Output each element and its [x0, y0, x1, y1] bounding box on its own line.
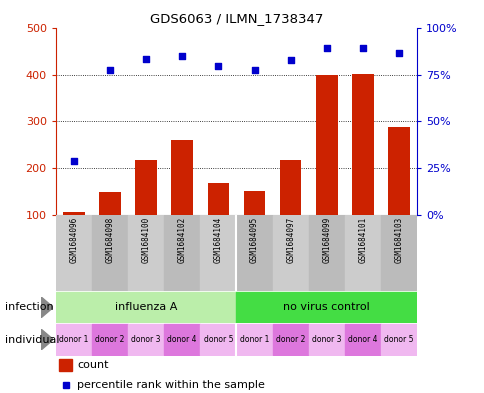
Text: GSM1684098: GSM1684098	[105, 217, 114, 263]
Text: donor 1: donor 1	[239, 335, 269, 344]
Text: donor 2: donor 2	[275, 335, 305, 344]
Bar	[135, 160, 157, 261]
Text: count: count	[77, 360, 109, 370]
Text: donor 5: donor 5	[203, 335, 233, 344]
Point	[394, 50, 402, 56]
Text: donor 3: donor 3	[311, 335, 341, 344]
Bar	[279, 160, 301, 261]
Point	[214, 63, 222, 69]
Bar	[308, 215, 344, 291]
Text: GSM1684096: GSM1684096	[69, 217, 78, 263]
Bar	[164, 215, 200, 291]
Bar	[236, 292, 416, 323]
Text: GSM1684097: GSM1684097	[286, 217, 295, 263]
Point	[106, 67, 114, 73]
Text: donor 4: donor 4	[167, 335, 197, 344]
Point	[142, 56, 150, 62]
Bar	[128, 324, 164, 355]
Text: donor 2: donor 2	[95, 335, 124, 344]
Text: GSM1684104: GSM1684104	[213, 217, 223, 263]
Point	[322, 44, 330, 51]
Point	[286, 57, 294, 63]
Bar	[164, 324, 200, 355]
Text: donor 3: donor 3	[131, 335, 161, 344]
Polygon shape	[41, 329, 53, 350]
Bar	[236, 324, 272, 355]
Text: donor 4: donor 4	[348, 335, 377, 344]
Bar	[315, 75, 337, 261]
Text: no virus control: no virus control	[283, 302, 369, 312]
Bar	[56, 324, 92, 355]
Bar	[243, 191, 265, 261]
Text: percentile rank within the sample: percentile rank within the sample	[77, 380, 265, 390]
Bar	[236, 215, 272, 291]
Text: individual: individual	[5, 334, 59, 345]
Text: GSM1684100: GSM1684100	[141, 217, 151, 263]
Bar	[99, 192, 121, 261]
Bar	[380, 324, 416, 355]
Bar	[171, 140, 193, 261]
Bar	[387, 127, 409, 261]
Bar	[380, 215, 416, 291]
Text: influenza A: influenza A	[115, 302, 177, 312]
Point	[358, 44, 366, 51]
Point	[70, 158, 77, 164]
Bar	[207, 183, 229, 261]
Bar	[351, 73, 373, 261]
Bar	[200, 324, 236, 355]
Title: GDS6063 / ILMN_1738347: GDS6063 / ILMN_1738347	[150, 12, 322, 25]
Point	[178, 53, 186, 59]
Text: donor 1: donor 1	[59, 335, 89, 344]
Text: GSM1684101: GSM1684101	[358, 217, 367, 263]
Bar	[272, 215, 308, 291]
Text: GSM1684102: GSM1684102	[177, 217, 186, 263]
Text: donor 5: donor 5	[383, 335, 413, 344]
Text: infection: infection	[5, 302, 53, 312]
Bar	[63, 212, 85, 261]
Polygon shape	[41, 297, 53, 318]
Bar	[92, 324, 128, 355]
Text: GSM1684099: GSM1684099	[321, 217, 331, 263]
Bar	[200, 215, 236, 291]
Bar	[92, 215, 128, 291]
Bar	[272, 324, 308, 355]
Bar	[344, 324, 380, 355]
Bar	[308, 324, 344, 355]
Bar	[56, 215, 92, 291]
Bar	[344, 215, 380, 291]
Text: GSM1684095: GSM1684095	[249, 217, 258, 263]
Bar	[128, 215, 164, 291]
Bar	[56, 292, 236, 323]
Bar	[59, 359, 72, 371]
Point	[250, 67, 258, 73]
Text: GSM1684103: GSM1684103	[393, 217, 403, 263]
